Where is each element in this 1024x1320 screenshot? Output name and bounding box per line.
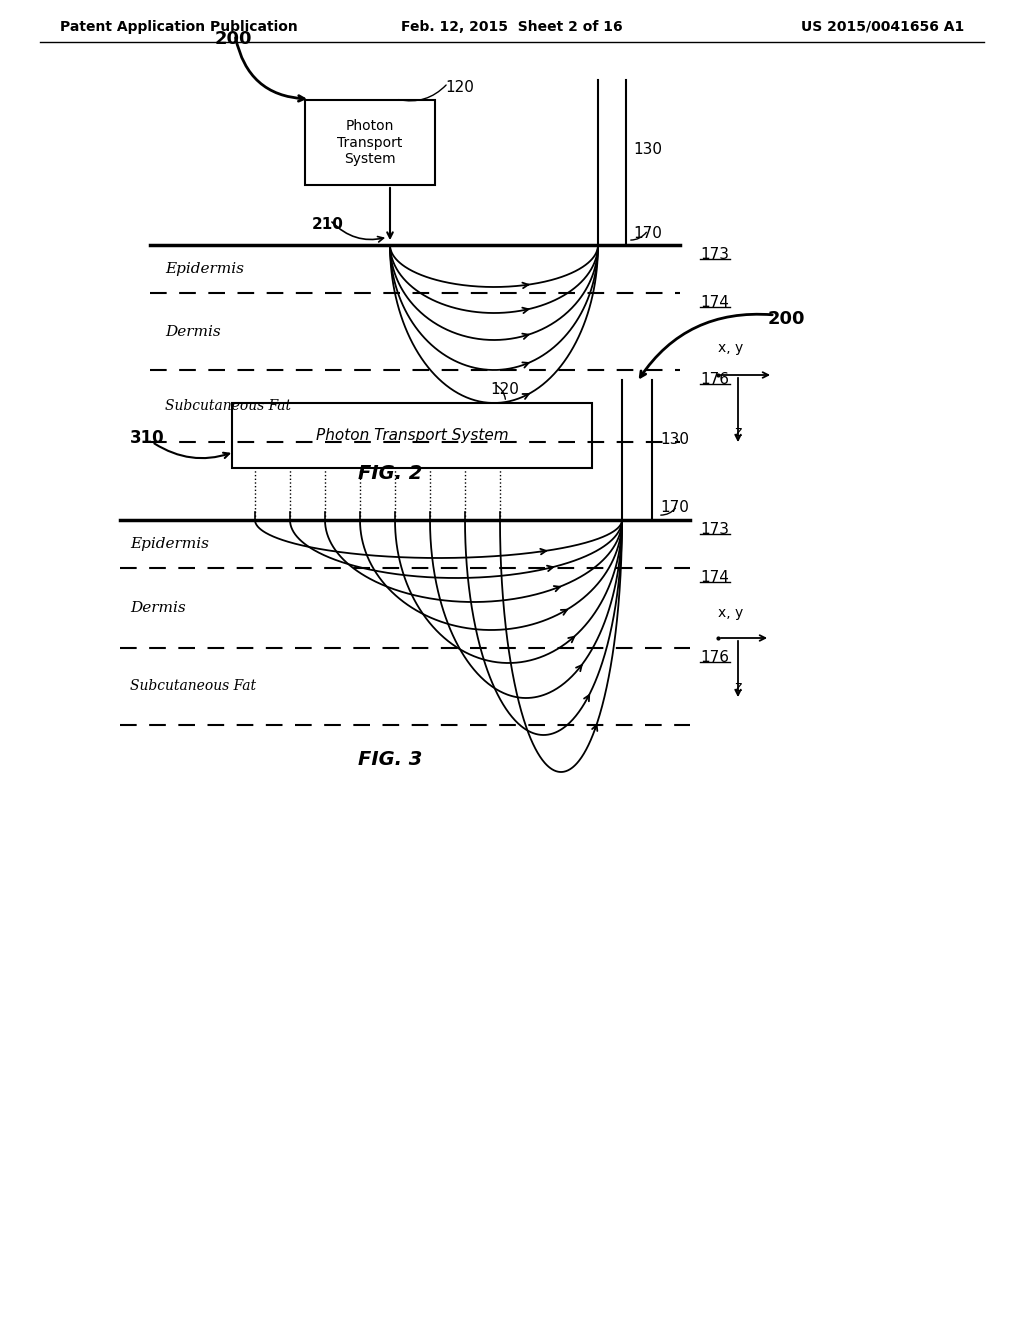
Text: Photon
Transport
System: Photon Transport System — [337, 119, 402, 166]
Text: 173: 173 — [700, 247, 729, 261]
Text: Epidermis: Epidermis — [165, 261, 244, 276]
Text: 210: 210 — [312, 216, 344, 232]
Text: Feb. 12, 2015  Sheet 2 of 16: Feb. 12, 2015 Sheet 2 of 16 — [401, 20, 623, 34]
Text: FIG. 2: FIG. 2 — [357, 465, 422, 483]
Text: FIG. 3: FIG. 3 — [357, 750, 422, 770]
Text: 130: 130 — [633, 143, 662, 157]
Text: x, y: x, y — [718, 341, 743, 355]
Text: 170: 170 — [660, 500, 689, 516]
FancyBboxPatch shape — [305, 100, 435, 185]
Text: Dermis: Dermis — [130, 601, 185, 615]
Text: x, y: x, y — [718, 606, 743, 620]
Text: 174: 174 — [700, 570, 729, 585]
Text: z: z — [734, 680, 741, 694]
Text: Dermis: Dermis — [165, 325, 221, 338]
Text: 176: 176 — [700, 372, 729, 387]
Text: 200: 200 — [768, 310, 806, 327]
Text: 200: 200 — [215, 30, 253, 48]
Text: Subcutaneous Fat: Subcutaneous Fat — [165, 399, 291, 413]
Text: 310: 310 — [130, 429, 165, 447]
Text: 176: 176 — [700, 649, 729, 665]
Text: 174: 174 — [700, 294, 729, 310]
Text: 173: 173 — [700, 521, 729, 537]
Text: Photon Transport System: Photon Transport System — [315, 428, 508, 444]
Text: Subcutaneous Fat: Subcutaneous Fat — [130, 680, 256, 693]
Text: Epidermis: Epidermis — [130, 537, 209, 550]
Text: 170: 170 — [633, 226, 662, 240]
Text: 130: 130 — [660, 433, 689, 447]
Text: Patent Application Publication: Patent Application Publication — [60, 20, 298, 34]
Text: 120: 120 — [445, 81, 474, 95]
Text: 120: 120 — [490, 381, 519, 397]
Text: US 2015/0041656 A1: US 2015/0041656 A1 — [801, 20, 964, 34]
Text: z: z — [734, 425, 741, 440]
FancyBboxPatch shape — [232, 403, 592, 469]
